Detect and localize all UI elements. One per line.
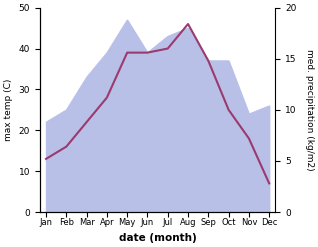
X-axis label: date (month): date (month) xyxy=(119,233,197,243)
Y-axis label: med. precipitation (kg/m2): med. precipitation (kg/m2) xyxy=(305,49,314,171)
Y-axis label: max temp (C): max temp (C) xyxy=(4,79,13,141)
